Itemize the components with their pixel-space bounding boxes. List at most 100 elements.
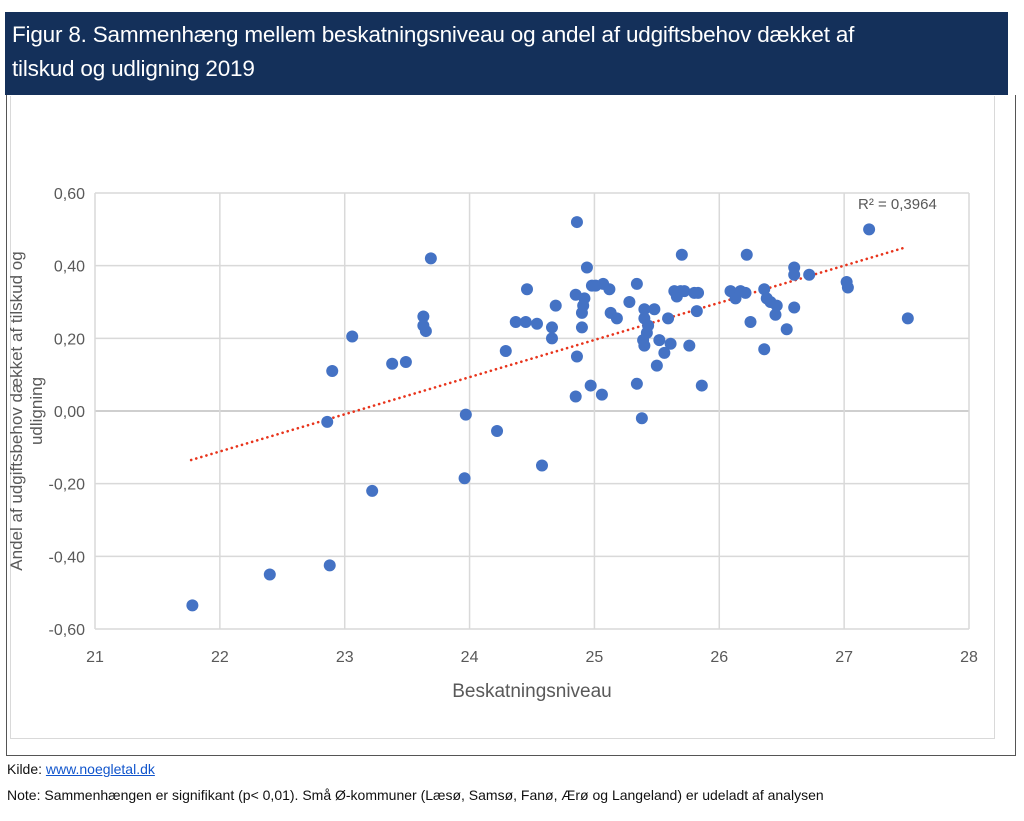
data-point — [658, 346, 671, 359]
data-point — [521, 283, 534, 296]
data-point — [459, 408, 472, 421]
x-axis-title: Beskatningsniveau — [452, 681, 612, 702]
data-point — [584, 379, 597, 392]
data-point — [326, 365, 339, 378]
data-point — [650, 359, 663, 372]
data-point — [535, 459, 548, 472]
y-tick-label: 0,00 — [54, 404, 85, 421]
source-link[interactable]: www.noegletal.dk — [45, 761, 155, 777]
figure-title-line-1: Figur 8. Sammenhæng mellem beskatningsni… — [12, 22, 855, 47]
data-point — [648, 303, 661, 316]
x-tick-label: 26 — [710, 649, 728, 666]
data-point — [901, 312, 914, 325]
y-axis-title-line-2: udligning — [27, 377, 46, 445]
data-point — [690, 305, 703, 318]
source-line: Kilde: www.noegletal.dk — [7, 761, 155, 777]
data-point — [595, 388, 608, 401]
y-tick-label: -0,20 — [49, 477, 86, 494]
data-point — [366, 484, 379, 497]
data-point — [788, 301, 801, 314]
x-tick-label: 27 — [835, 649, 853, 666]
data-point — [863, 223, 876, 236]
data-point — [803, 268, 816, 281]
data-point — [323, 559, 336, 572]
data-point — [417, 310, 430, 323]
y-tick-label: 0,60 — [54, 186, 85, 203]
x-tick-label: 24 — [461, 649, 479, 666]
data-point — [769, 308, 782, 321]
data-points — [186, 216, 914, 612]
figure-title-line-2: tilskud og udligning 2019 — [12, 56, 255, 81]
data-point — [678, 285, 691, 298]
source-label: Kilde: — [7, 761, 46, 777]
note-text: Note: Sammenhængen er signifikant (p< 0,… — [7, 787, 824, 803]
data-point — [186, 599, 199, 612]
data-point — [642, 319, 655, 332]
data-point — [545, 321, 558, 334]
data-point — [623, 296, 636, 308]
data-point — [424, 252, 437, 265]
data-point — [758, 283, 771, 296]
x-tick-label: 28 — [960, 649, 978, 666]
data-point — [545, 332, 558, 345]
data-point — [570, 216, 583, 229]
data-point — [630, 377, 643, 390]
data-point — [386, 357, 399, 370]
data-point — [346, 330, 359, 343]
x-tick-label: 21 — [86, 649, 104, 666]
y-tick-label: 0,40 — [54, 259, 85, 276]
data-point — [580, 261, 593, 274]
figure-title-banner: Figur 8. Sammenhæng mellem beskatningsni… — [5, 12, 1008, 95]
data-point — [530, 317, 543, 330]
x-tick-label: 23 — [336, 649, 354, 666]
data-point — [399, 355, 412, 368]
data-point — [653, 334, 666, 347]
data-point — [770, 299, 783, 312]
figure-frame — [6, 95, 1016, 756]
data-point — [683, 339, 696, 352]
x-tick-label: 25 — [586, 649, 604, 666]
data-point — [578, 292, 591, 305]
data-point — [692, 286, 705, 299]
data-point — [603, 283, 616, 296]
y-tick-label: -0,60 — [49, 622, 86, 639]
data-point — [549, 299, 562, 312]
x-tick-label: 22 — [211, 649, 229, 666]
data-point — [739, 286, 752, 299]
data-point — [630, 277, 643, 290]
data-point — [662, 312, 675, 325]
data-point — [570, 350, 583, 363]
data-point — [458, 472, 471, 485]
r-squared-label: R² = 0,3964 — [858, 196, 937, 213]
chart-area-frame — [10, 96, 995, 739]
data-point — [744, 315, 757, 328]
data-point — [841, 281, 854, 294]
data-point — [321, 415, 334, 428]
data-point — [263, 568, 276, 581]
data-point — [740, 248, 753, 261]
data-point — [780, 323, 793, 336]
gridlines — [94, 192, 970, 630]
data-point — [519, 315, 532, 328]
trendline-layer — [189, 245, 908, 462]
data-point — [569, 390, 582, 403]
data-point — [788, 268, 801, 281]
data-point — [695, 379, 708, 392]
data-point — [509, 315, 522, 328]
y-tick-label: 0,20 — [54, 331, 85, 348]
data-point — [758, 343, 771, 356]
data-point — [499, 345, 512, 358]
y-tick-label: -0,40 — [49, 549, 86, 566]
data-point — [638, 303, 651, 316]
data-point — [638, 339, 651, 352]
data-point — [610, 312, 623, 325]
data-point — [491, 424, 504, 437]
trendline — [189, 245, 908, 462]
data-point — [575, 321, 588, 334]
y-axis-title-line-1: Andel af udgiftsbehov dækket af tilskud … — [7, 251, 26, 570]
data-point — [675, 248, 688, 261]
data-point — [419, 325, 432, 338]
data-point — [635, 412, 648, 425]
